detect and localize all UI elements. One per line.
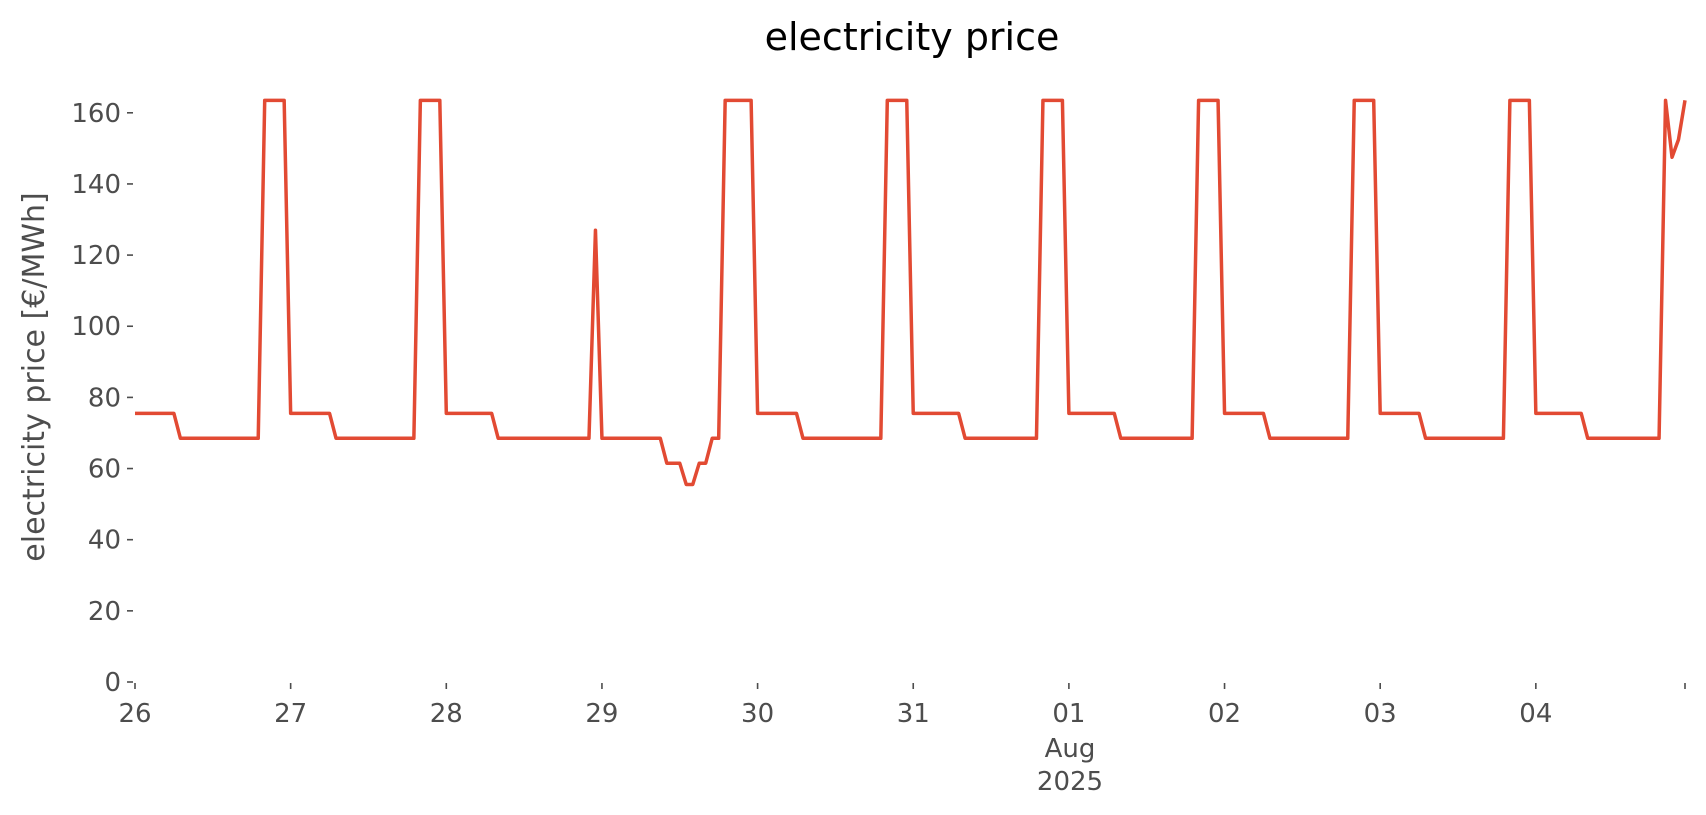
x-axis-year-label: 2025 xyxy=(1037,767,1103,797)
x-tick-label: 28 xyxy=(430,699,463,729)
series-line-electricity-price xyxy=(135,98,1687,487)
x-tick-label: 03 xyxy=(1364,699,1397,729)
x-tick-label: 29 xyxy=(585,699,618,729)
y-tick-label: 60 xyxy=(88,455,121,485)
y-tick-label: 120 xyxy=(71,241,121,271)
y-axis-label: electricity price [€/MWh] xyxy=(17,192,52,561)
chart-title: electricity price xyxy=(765,15,1060,59)
x-axis: Aug 2025 26 27 28 29 30 31 01 02 03 04 xyxy=(118,683,1686,797)
y-axis: 0 20 40 60 80 100 120 140 160 xyxy=(71,99,133,698)
y-tick-label: 140 xyxy=(71,170,121,200)
y-tick-label: 100 xyxy=(71,312,121,342)
x-tick-label: 26 xyxy=(118,699,151,729)
x-tick-label: 30 xyxy=(741,699,774,729)
x-tick-label: 04 xyxy=(1519,699,1552,729)
y-tick-label: 40 xyxy=(88,526,121,556)
y-tick-label: 160 xyxy=(71,99,121,129)
x-axis-month-label: Aug xyxy=(1045,734,1096,764)
y-tick-label: 0 xyxy=(104,668,121,698)
x-tick-label: 01 xyxy=(1052,699,1085,729)
y-tick-label: 80 xyxy=(88,383,121,413)
x-tick-label: 31 xyxy=(897,699,930,729)
y-tick-label: 20 xyxy=(88,597,121,627)
x-tick-label: 02 xyxy=(1208,699,1241,729)
series-layer xyxy=(135,98,1687,487)
x-tick-label: 27 xyxy=(274,699,307,729)
